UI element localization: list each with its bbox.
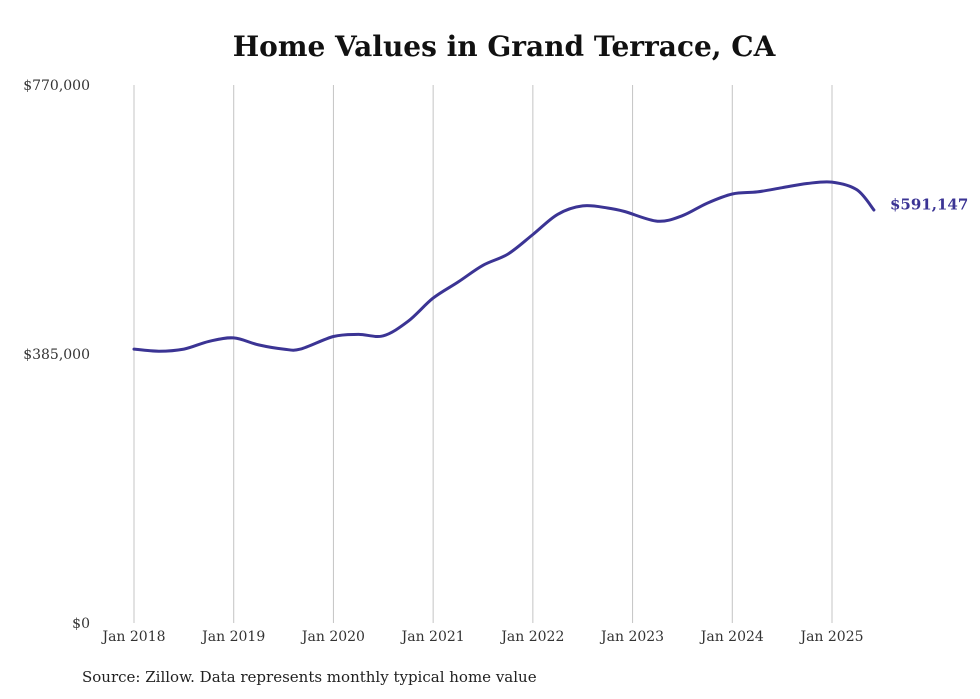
data-point bbox=[624, 211, 625, 212]
data-point bbox=[582, 205, 583, 206]
data-point bbox=[807, 183, 808, 184]
y-tick-label: $385,000 bbox=[23, 347, 90, 363]
data-point bbox=[557, 214, 558, 215]
data-point bbox=[408, 321, 409, 322]
data-point bbox=[873, 210, 874, 211]
x-tick-label: Jan 2019 bbox=[200, 629, 265, 645]
data-point bbox=[607, 208, 608, 209]
data-point bbox=[383, 335, 384, 336]
y-tick-label: $770,000 bbox=[23, 78, 90, 94]
x-tick-label: Jan 2025 bbox=[798, 629, 863, 645]
data-point bbox=[458, 282, 459, 283]
data-point bbox=[358, 334, 359, 335]
data-point bbox=[732, 194, 733, 195]
x-tick-label: Jan 2018 bbox=[100, 629, 165, 645]
x-tick-label: Jan 2024 bbox=[699, 629, 764, 645]
data-point bbox=[158, 351, 159, 352]
data-point bbox=[682, 215, 683, 216]
data-point bbox=[532, 234, 533, 235]
data-point bbox=[856, 189, 857, 190]
data-point bbox=[283, 349, 284, 350]
data-point bbox=[208, 341, 209, 342]
chart-title: Home Values in Grand Terrace, CA bbox=[232, 30, 776, 63]
y-tick-label: $0 bbox=[72, 616, 90, 632]
series-line bbox=[132, 180, 876, 353]
data-point bbox=[258, 344, 259, 345]
data-point bbox=[333, 336, 334, 337]
data-point bbox=[507, 254, 508, 255]
data-point bbox=[134, 349, 135, 350]
data-point bbox=[233, 337, 234, 338]
x-tick-label: Jan 2020 bbox=[300, 629, 365, 645]
x-tick-label: Jan 2022 bbox=[499, 629, 564, 645]
end-value-label: $591,147 bbox=[890, 195, 968, 213]
data-point bbox=[707, 203, 708, 204]
source-note: Source: Zillow. Data represents monthly … bbox=[82, 668, 537, 686]
data-point bbox=[483, 265, 484, 266]
data-point bbox=[300, 349, 301, 350]
data-point bbox=[433, 298, 434, 299]
x-tick-label: Jan 2021 bbox=[400, 629, 465, 645]
data-point bbox=[657, 221, 658, 222]
data-point bbox=[832, 182, 833, 183]
x-tick-label: Jan 2023 bbox=[599, 629, 664, 645]
data-point bbox=[757, 191, 758, 192]
data-point bbox=[782, 187, 783, 188]
data-point bbox=[183, 349, 184, 350]
